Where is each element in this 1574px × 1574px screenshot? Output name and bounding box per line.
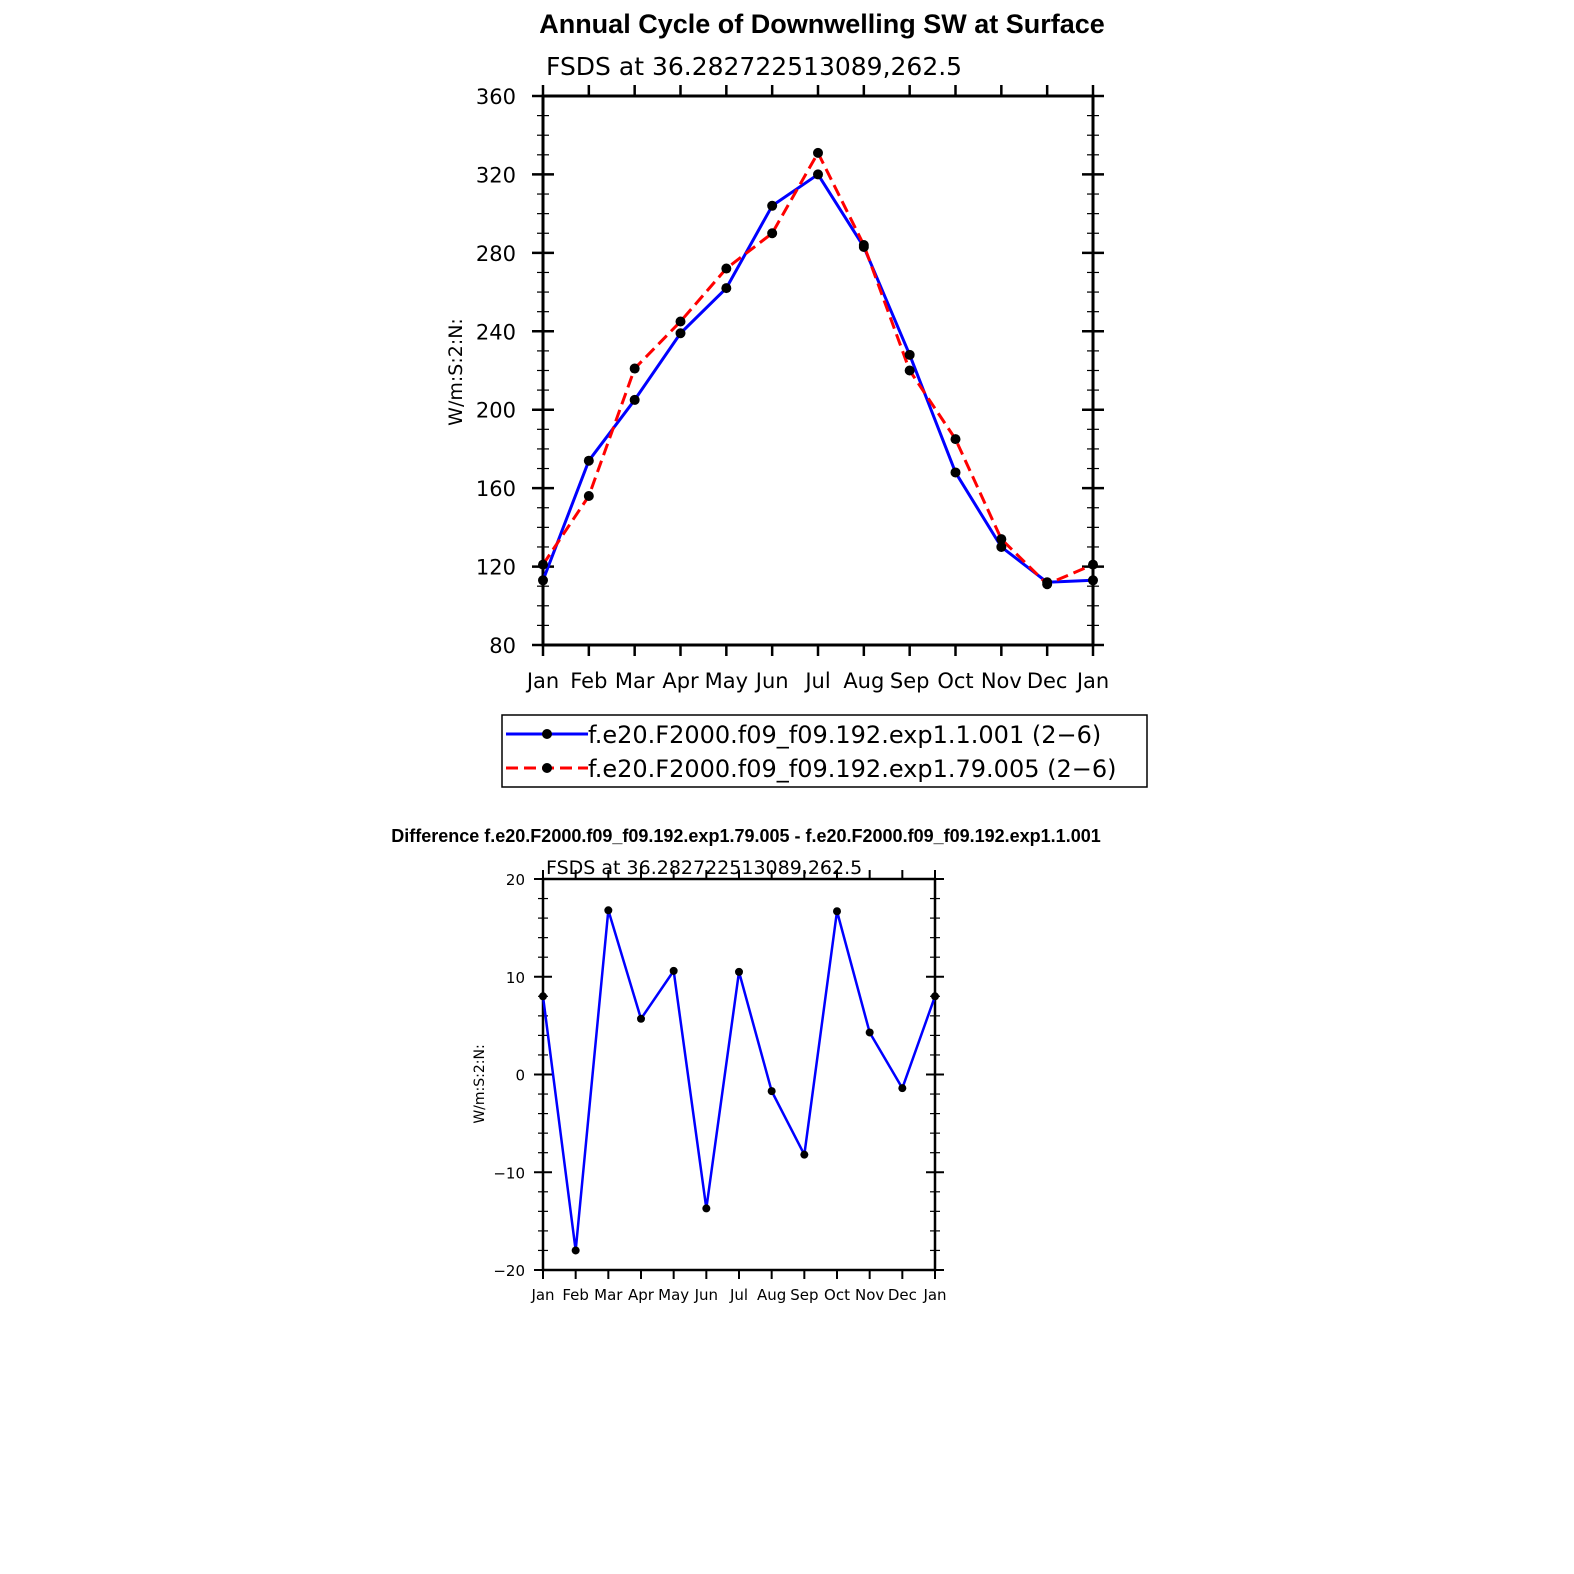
x-tick-label: Dec [888, 1286, 917, 1304]
y-tick-label: −20 [493, 1262, 525, 1280]
chart2-axes: Jan Feb Mar Apr May Jun Jul Aug Sep Oct Nov Dec Jan−… [493, 870, 947, 1304]
data-point-a [669, 966, 678, 975]
chart1-title: Annual Cycle of Downwelling SW at Surfac… [539, 9, 1105, 39]
chart2-title: Difference f.e20.F2000.f09_f09.192.exp1.… [391, 826, 1100, 846]
data-point-b [1042, 579, 1053, 590]
x-tick-label: Feb [562, 1286, 589, 1304]
chart2-subtitle: FSDS at 36.282722513089,262.5 [546, 857, 862, 879]
x-tick-label: Jan [525, 669, 559, 693]
series-line-b [541, 151, 1094, 586]
data-point-a [767, 1087, 776, 1096]
y-tick-label: 120 [476, 556, 516, 580]
data-point-b [767, 228, 778, 239]
chart1-axes: Jan Feb Mar Apr May Jun Jul Aug Sep Oct Nov Dec Jan 8… [476, 85, 1109, 693]
chart1-legend: f.e20.F2000.f09_f09.192.exp1.1.001 (2−6)… [501, 714, 1148, 788]
data-point-a [735, 967, 743, 976]
x-tick-label: Nov [855, 1286, 884, 1304]
data-point-a [996, 541, 1007, 552]
x-tick-label: Oct [824, 1286, 850, 1304]
series-line-a [541, 172, 1094, 584]
chart2-y-label: W/m:S:2:N: [472, 1044, 488, 1123]
data-point-a [950, 467, 961, 478]
data-point-a [721, 283, 732, 294]
y-tick-label: 10 [506, 969, 525, 987]
x-tick-label: May [658, 1286, 689, 1304]
data-point-b [675, 316, 686, 327]
data-point-a [702, 1204, 711, 1213]
data-point-a [583, 455, 594, 466]
data-point-b [996, 534, 1007, 545]
data-point-b [1088, 559, 1098, 570]
chart-difference: Difference f.e20.F2000.f09_f09.192.exp1.… [391, 826, 1100, 1304]
data-point-a [538, 575, 548, 586]
plot-frame [541, 877, 937, 1272]
x-tick-label: Jul [729, 1286, 748, 1304]
data-point-a [813, 169, 823, 180]
data-point-a [833, 907, 841, 916]
x-tick-label: Jun [694, 1286, 718, 1304]
y-tick-label: 80 [489, 634, 516, 658]
legend-marker-series-a [542, 729, 552, 739]
x-tick-label: Jul [803, 669, 830, 693]
chart2-plot-area [539, 906, 939, 1255]
data-point-a [904, 349, 915, 360]
x-tick-label: Nov [981, 669, 1022, 693]
x-tick-label: Jan [1075, 669, 1109, 693]
x-tick-label: Mar [594, 1286, 623, 1304]
data-point-b [904, 365, 915, 376]
y-tick-label: −10 [493, 1164, 525, 1182]
y-tick-label: 280 [476, 242, 516, 266]
data-point-a [800, 1150, 809, 1159]
legend-marker-series-b [542, 763, 552, 773]
legend-box [501, 714, 1148, 788]
data-point-b [583, 490, 594, 501]
data-point-b [538, 559, 548, 570]
x-tick-label: Jan [922, 1286, 946, 1304]
data-point-b [629, 363, 640, 374]
x-tick-label: Feb [570, 669, 607, 693]
data-point-a [604, 906, 613, 915]
series-line-a [541, 909, 937, 1252]
data-point-a [898, 1084, 907, 1093]
chart1-plot-area [538, 147, 1098, 590]
chart-annual-cycle: Annual Cycle of Downwelling SW at Surfac… [445, 9, 1148, 788]
x-tick-label: Apr [662, 669, 699, 693]
x-tick-label: Aug [843, 669, 884, 693]
data-point-b [950, 434, 961, 445]
x-tick-label: Sep [890, 669, 930, 693]
x-tick-label: Mar [615, 669, 655, 693]
data-point-b [721, 263, 732, 274]
y-tick-label: 360 [476, 85, 516, 109]
data-point-b [813, 147, 823, 158]
legend-label-series-a: f.e20.F2000.f09_f09.192.exp1.1.001 (2−6) [588, 721, 1101, 749]
y-tick-label: 20 [506, 871, 525, 889]
x-tick-label: Jun [754, 669, 789, 693]
data-point-a [865, 1028, 874, 1037]
data-point-a [571, 1246, 580, 1255]
data-point-a [675, 328, 686, 339]
chart1-subtitle: FSDS at 36.282722513089,262.5 [546, 52, 962, 81]
legend-label-series-b: f.e20.F2000.f09_f09.192.exp1.79.005 (2−6… [588, 755, 1116, 783]
y-tick-label: 160 [476, 477, 516, 501]
x-tick-label: Sep [790, 1286, 818, 1304]
y-tick-label: 200 [476, 399, 516, 423]
x-tick-label: Jan [530, 1286, 554, 1304]
data-point-a [1088, 575, 1098, 586]
x-tick-label: Aug [757, 1286, 786, 1304]
chart1-y-label: W/m:S:2:N: [445, 318, 467, 426]
x-tick-label: Apr [628, 1286, 655, 1304]
x-tick-label: Dec [1027, 669, 1068, 693]
x-tick-label: May [705, 669, 748, 693]
data-point-a [767, 200, 778, 211]
y-tick-label: 240 [476, 320, 516, 344]
y-tick-label: 0 [515, 1067, 525, 1085]
data-point-a [931, 992, 939, 1001]
data-point-b [858, 240, 869, 251]
data-point-a [637, 1014, 645, 1023]
data-point-a [629, 394, 640, 405]
x-tick-label: Oct [937, 669, 973, 693]
y-tick-label: 320 [476, 163, 516, 187]
data-point-a [539, 992, 547, 1001]
